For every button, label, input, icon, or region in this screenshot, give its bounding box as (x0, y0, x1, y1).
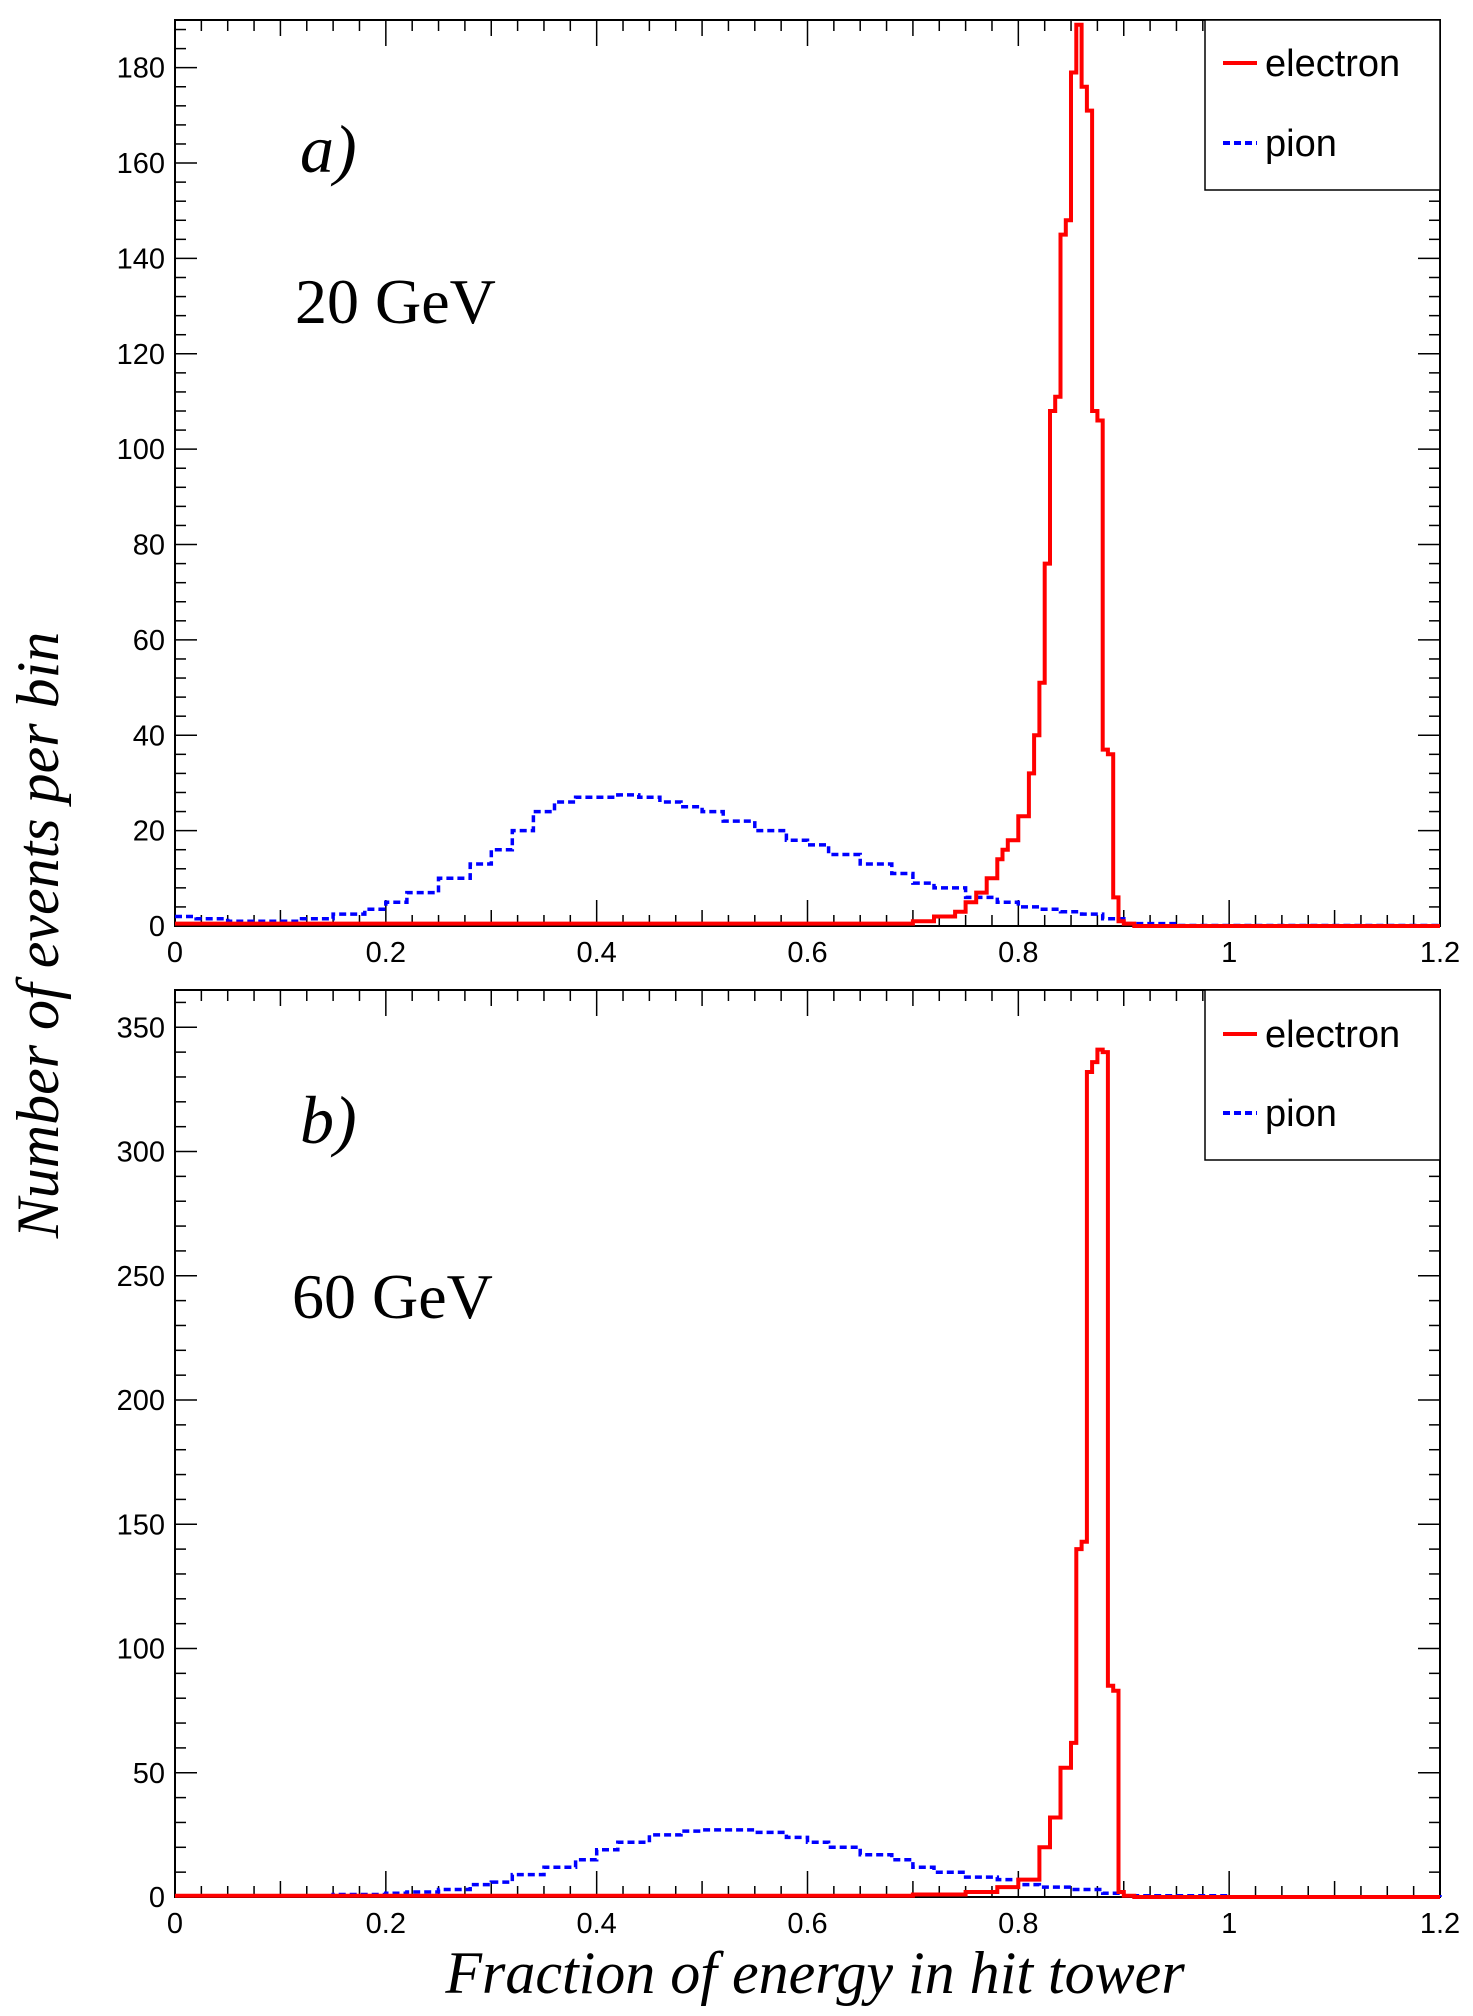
y-tick-label: 20 (133, 816, 165, 848)
y-ticks: 0 50 100 150 200 250 300 350 (117, 1001, 1440, 1914)
y-tick-label: 150 (117, 1509, 165, 1541)
x-ticks: 0 0.2 0.4 0.6 0.8 1 1.2 (167, 20, 1460, 969)
y-ticks: 0 20 40 60 80 100 120 140 160 180 (117, 28, 1440, 943)
y-tick-label: 140 (117, 243, 165, 275)
x-tick-label: 1 (1221, 1908, 1237, 1940)
x-tick-label: 0.6 (787, 937, 827, 969)
legend-electron-label: electron (1265, 43, 1400, 85)
x-tick-label: 0 (167, 1908, 183, 1940)
legend: electron pion (1204, 19, 1441, 191)
y-tick-label: 160 (117, 148, 165, 180)
legend-pion-label: pion (1265, 123, 1337, 165)
energy-label: 60 GeV (292, 1261, 493, 1332)
x-tick-label: 0 (167, 937, 183, 969)
y-tick-label: 0 (149, 1882, 165, 1914)
y-tick-label: 100 (117, 1634, 165, 1666)
y-tick-label: 250 (117, 1261, 165, 1293)
x-ticks: 0 0.2 0.4 0.6 0.8 1 1.2 (167, 990, 1460, 1940)
x-tick-label: 1.2 (1420, 937, 1460, 969)
legend-pion-label: pion (1265, 1093, 1337, 1135)
y-tick-label: 200 (117, 1385, 165, 1417)
legend-box (1204, 989, 1441, 1161)
y-tick-label: 40 (133, 720, 165, 752)
energy-label: 20 GeV (295, 266, 496, 337)
y-tick-label: 60 (133, 625, 165, 657)
y-tick-label: 100 (117, 434, 165, 466)
panel-label: a) (300, 111, 357, 187)
x-tick-label: 0.4 (577, 1908, 617, 1940)
y-tick-label: 80 (133, 530, 165, 562)
x-tick-label: 0.2 (366, 937, 406, 969)
series-electron (175, 22, 1440, 928)
series-pion (175, 1828, 1442, 1899)
x-axis-title: Fraction of energy in hit tower (444, 1940, 1185, 2006)
y-tick-label: 0 (149, 911, 165, 943)
y-tick-label: 350 (117, 1012, 165, 1044)
series-lines (175, 22, 1442, 928)
legend-electron-label: electron (1265, 1014, 1400, 1056)
y-axis-title: Number of events per bin (5, 632, 71, 1240)
x-tick-label: 0.8 (998, 937, 1038, 969)
x-tick-label: 1 (1221, 937, 1237, 969)
y-tick-label: 120 (117, 339, 165, 371)
legend: electron pion (1204, 989, 1441, 1161)
panel-label: b) (300, 1082, 357, 1158)
x-tick-label: 0.2 (366, 1908, 406, 1940)
x-tick-label: 0.8 (998, 1908, 1038, 1940)
x-tick-label: 0.4 (577, 937, 617, 969)
x-tick-label: 0.6 (787, 1908, 827, 1940)
legend-box (1204, 19, 1441, 191)
y-tick-label: 180 (117, 53, 165, 85)
y-tick-label: 300 (117, 1137, 165, 1169)
x-tick-label: 1.2 (1420, 1908, 1460, 1940)
series-lines (175, 1047, 1442, 1899)
panel-a: 0 20 40 60 80 100 120 140 160 180 0 0.2 0.4 0.6 0.8 1 1… (117, 19, 1460, 969)
y-tick-label: 50 (133, 1758, 165, 1790)
series-electron (175, 1047, 1440, 1899)
